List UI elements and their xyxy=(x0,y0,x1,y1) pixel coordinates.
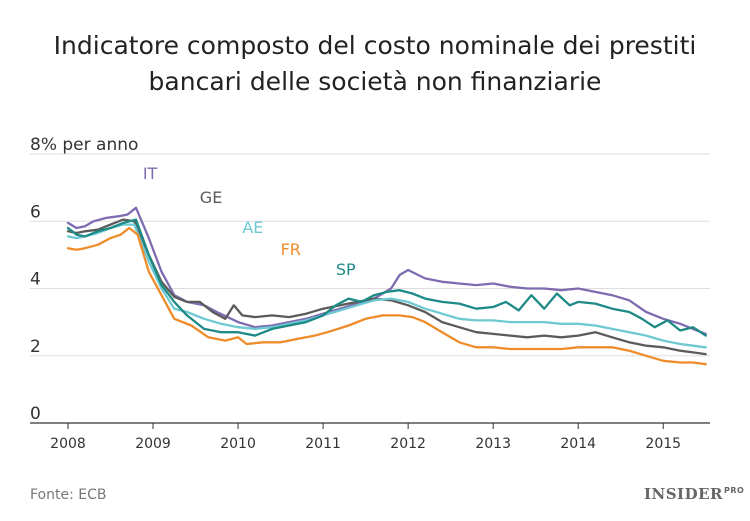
y-tick-label: 8% per anno xyxy=(30,135,138,155)
series-line-fr xyxy=(66,226,707,366)
source-note: Fonte: ECB xyxy=(30,487,107,503)
x-tick-label: 2008 xyxy=(50,436,86,452)
series-lines xyxy=(66,206,707,366)
series-line-ae xyxy=(66,223,707,349)
x-tick-label: 2012 xyxy=(390,436,426,452)
y-axis-ticks: 0 2 4 6 8% per anno xyxy=(30,135,138,424)
y-tick-label: 6 xyxy=(30,202,41,222)
x-tick-label: 2011 xyxy=(305,436,341,452)
grid-lines xyxy=(30,153,710,424)
y-tick-label: 4 xyxy=(30,270,41,290)
y-tick-label: 2 xyxy=(30,337,41,357)
brand-logo-suffix: PRO xyxy=(723,486,745,495)
series-label-ge: GE xyxy=(200,188,223,207)
chart-title-line-2: bancari delle società non finanziarie xyxy=(148,67,602,96)
series-labels: IT GE AE FR SP xyxy=(143,164,356,279)
x-tick-label: 2015 xyxy=(645,436,681,452)
brand-logo: INSIDERPRO xyxy=(644,485,744,503)
brand-logo-text: INSIDER xyxy=(644,485,723,503)
x-tick-label: 2014 xyxy=(560,436,596,452)
series-label-fr: FR xyxy=(281,240,301,259)
series-line-sp xyxy=(66,218,707,337)
series-label-sp: SP xyxy=(336,260,356,279)
line-chart: 0 2 4 6 8% per anno 2008 2009 2010 2011 2012 2013… xyxy=(30,135,710,452)
x-tick-label: 2010 xyxy=(220,436,256,452)
x-tick-label: 2009 xyxy=(135,436,171,452)
chart-title: Indicatore composto del costo nominale d… xyxy=(0,28,750,100)
y-unit-label: per anno xyxy=(57,135,138,155)
y-tick-label: 0 xyxy=(30,404,41,424)
x-tick-label: 2013 xyxy=(475,436,511,452)
series-label-it: IT xyxy=(143,164,158,183)
series-label-ae: AE xyxy=(242,218,263,237)
x-axis-ticks: 2008 2009 2010 2011 2012 2013 2014 2015 xyxy=(50,423,681,452)
chart-title-line-1: Indicatore composto del costo nominale d… xyxy=(53,31,697,60)
